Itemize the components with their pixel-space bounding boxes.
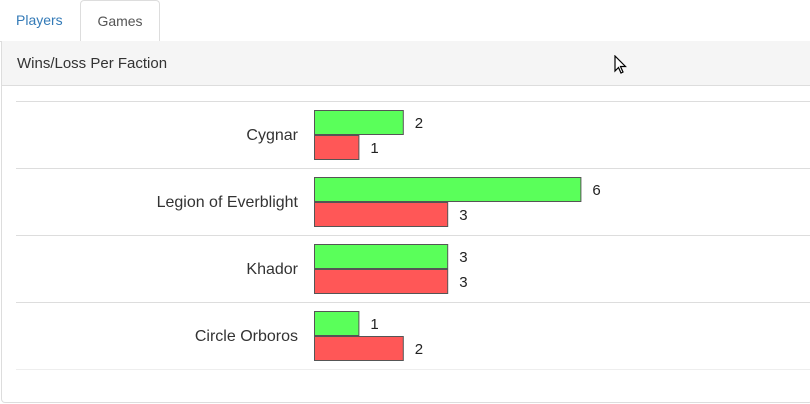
- loss-bar: [314, 135, 360, 160]
- tab-games[interactable]: Games: [80, 0, 160, 42]
- mouse-cursor-icon: [614, 55, 627, 74]
- loss-value-label: 3: [459, 274, 467, 291]
- win-bar: [314, 244, 449, 269]
- category-label: Khador: [246, 261, 298, 278]
- category-label: Legion of Everblight: [157, 194, 299, 211]
- loss-bar: [314, 269, 449, 294]
- chart-panel: Wins/Loss Per Faction: [1, 41, 810, 403]
- win-value-label: 3: [459, 249, 467, 266]
- tab-players[interactable]: Players: [16, 12, 63, 28]
- loss-value-label: 1: [370, 140, 378, 157]
- win-bar: [314, 311, 360, 336]
- win-bar: [314, 110, 404, 135]
- loss-bar: [314, 202, 449, 227]
- loss-value-label: 2: [415, 341, 423, 358]
- panel-heading: Wins/Loss Per Faction: [2, 41, 810, 86]
- win-bar: [314, 177, 582, 202]
- win-value-label: 2: [415, 115, 423, 132]
- category-label: Circle Orboros: [195, 328, 298, 345]
- panel-title: Wins/Loss Per Faction: [17, 55, 168, 72]
- loss-value-label: 3: [459, 207, 467, 224]
- category-label: Cygnar: [246, 127, 298, 144]
- loss-bar: [314, 336, 404, 361]
- win-value-label: 1: [370, 316, 378, 333]
- win-value-label: 6: [592, 182, 600, 199]
